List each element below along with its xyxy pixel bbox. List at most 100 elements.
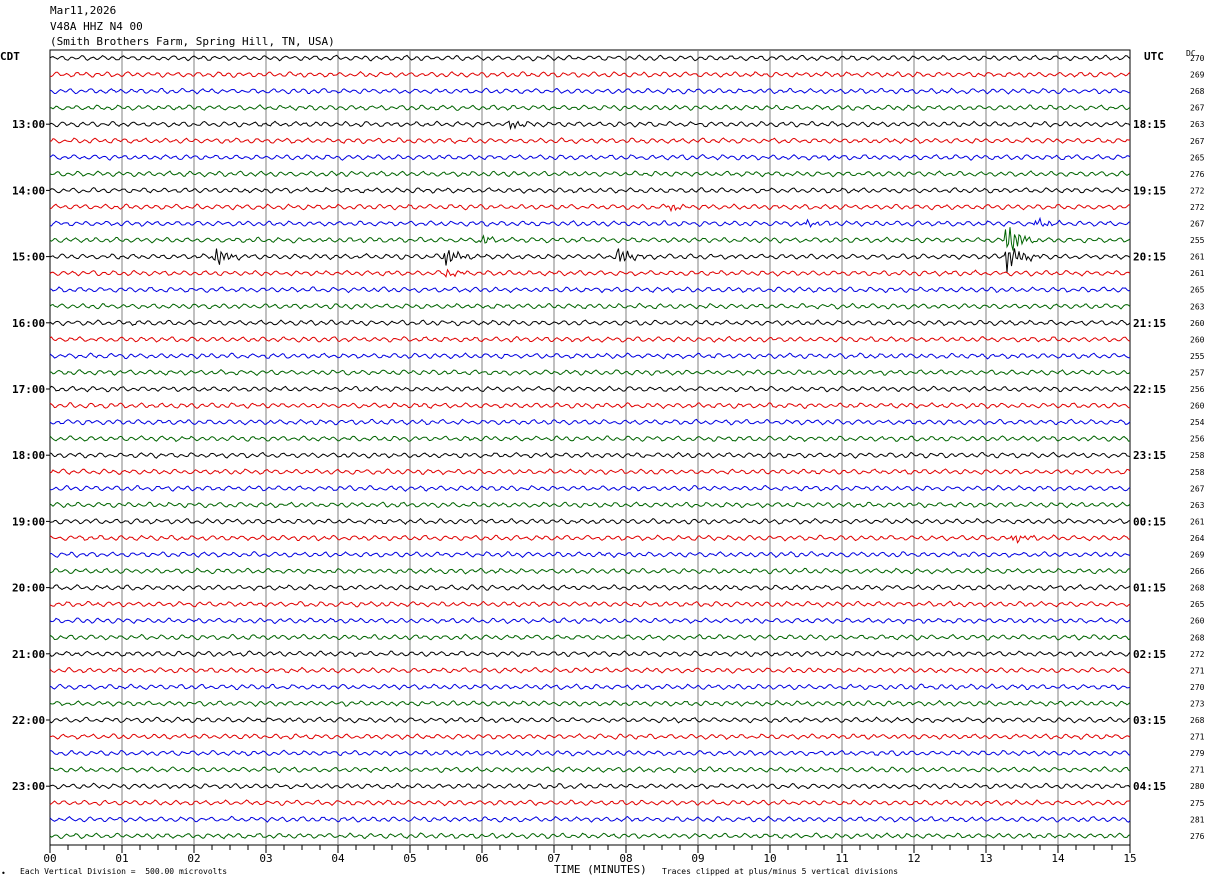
seismic-trace-3	[49, 104, 1131, 112]
dc-value-40: 268	[1190, 716, 1205, 725]
right-hour-label: 19:15	[1133, 184, 1166, 197]
dc-value-1: 269	[1190, 71, 1205, 80]
seismic-trace-39	[49, 699, 1131, 707]
seismic-trace-33	[49, 600, 1131, 608]
x-tick-label: 15	[1123, 852, 1136, 865]
trace-layer	[49, 54, 1131, 840]
x-tick-label: 09	[691, 852, 704, 865]
x-tick-label: 03	[259, 852, 272, 865]
dc-value-0: 270	[1190, 54, 1205, 63]
x-tick-label: 10	[763, 852, 776, 865]
right-hour-label: 00:15	[1133, 515, 1166, 528]
dc-value-46: 281	[1190, 815, 1205, 824]
seismic-trace-9	[49, 203, 1131, 213]
dc-value-10: 267	[1190, 220, 1205, 229]
right-timezone-label: UTC	[1144, 50, 1164, 63]
x-tick-label: 08	[619, 852, 632, 865]
header-location: (Smith Brothers Farm, Spring Hill, TN, U…	[50, 35, 335, 48]
left-hour-label: 15:00	[12, 251, 45, 264]
seismic-trace-23	[49, 435, 1131, 443]
dc-value-18: 255	[1190, 352, 1205, 361]
dc-value-24: 258	[1190, 451, 1205, 460]
seismic-trace-28	[49, 517, 1131, 525]
dc-column-label: DC	[1186, 49, 1196, 58]
dc-value-19: 257	[1190, 368, 1205, 377]
seismic-trace-36	[49, 650, 1131, 658]
dc-value-32: 268	[1190, 584, 1205, 593]
seismic-trace-37	[49, 666, 1131, 674]
header-station: V48A HHZ N4 00	[50, 20, 143, 33]
dc-value-34: 260	[1190, 617, 1205, 626]
right-hour-label: 01:15	[1133, 582, 1166, 595]
seismic-trace-43	[49, 766, 1131, 774]
right-hour-label: 23:15	[1133, 449, 1166, 462]
header-date: Mar11,2026	[50, 4, 117, 17]
dc-value-16: 260	[1190, 319, 1205, 328]
dc-value-30: 269	[1190, 551, 1205, 560]
seismic-trace-10	[49, 216, 1131, 229]
left-hour-label: 16:00	[12, 317, 45, 330]
x-tick-label: 14	[1051, 852, 1065, 865]
seismic-trace-20	[49, 385, 1131, 393]
seismic-trace-15	[49, 302, 1131, 310]
dc-value-31: 266	[1190, 567, 1205, 576]
dc-value-39: 273	[1190, 699, 1205, 708]
seismic-trace-11	[49, 227, 1131, 251]
left-hour-label: 13:00	[12, 118, 45, 131]
dc-value-9: 272	[1190, 203, 1205, 212]
dc-value-33: 265	[1190, 600, 1205, 609]
seismic-trace-19	[49, 368, 1131, 376]
dc-value-25: 258	[1190, 468, 1205, 477]
scale-note: Each Vertical Division = 500.00 microvol…	[20, 867, 228, 876]
dc-value-37: 271	[1190, 666, 1205, 675]
dc-value-42: 279	[1190, 749, 1205, 758]
dc-value-12: 261	[1190, 253, 1205, 262]
right-hour-label: 22:15	[1133, 383, 1166, 396]
dc-value-26: 267	[1190, 484, 1205, 493]
dc-value-41: 271	[1190, 733, 1205, 742]
seismic-trace-17	[49, 335, 1131, 343]
seismic-trace-35	[49, 633, 1131, 641]
right-hour-label: 03:15	[1133, 714, 1166, 727]
dc-value-20: 256	[1190, 385, 1205, 394]
right-hour-label: 18:15	[1133, 118, 1166, 131]
left-hour-label: 18:00	[12, 449, 45, 462]
seismic-trace-27	[49, 501, 1131, 509]
seismic-trace-45	[49, 799, 1131, 807]
x-tick-label: 12	[907, 852, 920, 865]
seismic-trace-41	[49, 733, 1131, 741]
seismic-trace-12	[49, 248, 1131, 273]
seismic-trace-22	[49, 418, 1131, 426]
dc-value-23: 256	[1190, 435, 1205, 444]
seismic-trace-7	[49, 170, 1131, 178]
seismic-trace-26	[49, 484, 1131, 492]
corner-mark: •	[1, 869, 6, 878]
dc-value-14: 265	[1190, 286, 1205, 295]
seismic-trace-2	[49, 87, 1131, 95]
dc-value-17: 260	[1190, 335, 1205, 344]
dc-value-43: 271	[1190, 766, 1205, 775]
dc-value-29: 264	[1190, 534, 1205, 543]
dc-value-38: 270	[1190, 683, 1205, 692]
seismic-trace-14	[49, 286, 1131, 294]
dc-value-36: 272	[1190, 650, 1205, 659]
seismic-trace-44	[49, 782, 1131, 790]
time-axis: 00 01 02 03 04 05 06 07 08 09 10 11 12 13 14 15	[43, 845, 1137, 865]
minute-grid	[49, 49, 1131, 846]
x-tick-label: 11	[835, 852, 848, 865]
left-timezone-label: CDT	[0, 50, 20, 63]
seismic-trace-5	[49, 137, 1130, 145]
seismic-trace-8	[49, 187, 1131, 194]
dc-value-2: 268	[1190, 87, 1205, 96]
left-hour-label: 14:00	[12, 184, 45, 197]
dc-value-47: 276	[1190, 832, 1205, 841]
left-hour-label: 23:00	[12, 780, 45, 793]
x-tick-label: 07	[547, 852, 560, 865]
seismic-trace-34	[49, 617, 1131, 625]
dc-value-6: 265	[1190, 153, 1205, 162]
x-tick-label: 04	[331, 852, 345, 865]
x-axis-label: TIME (MINUTES)	[554, 863, 647, 876]
seismic-trace-6	[49, 153, 1131, 161]
x-tick-label: 01	[115, 852, 128, 865]
